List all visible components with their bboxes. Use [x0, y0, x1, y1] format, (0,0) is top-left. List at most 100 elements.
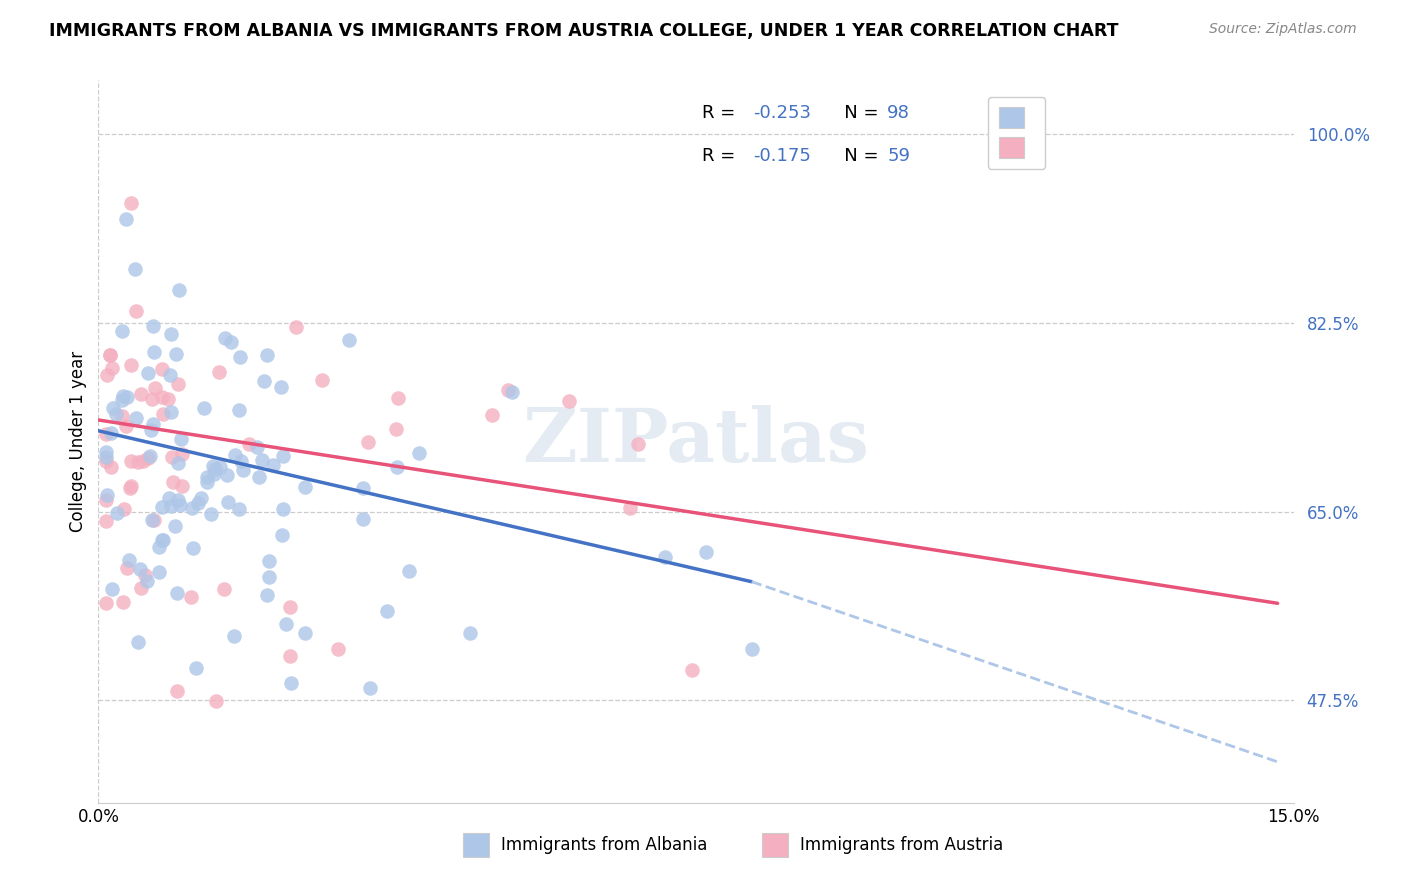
- Point: [385, 459, 408, 474]
- Point: [654, 550, 676, 565]
- Point: [328, 641, 350, 656]
- Point: [231, 454, 253, 468]
- Point: [501, 384, 523, 399]
- Point: [246, 440, 269, 454]
- Point: [150, 500, 173, 515]
- Point: [263, 458, 285, 472]
- Point: [150, 390, 173, 404]
- Point: [152, 408, 174, 422]
- Point: [148, 565, 170, 579]
- Point: [96, 514, 118, 528]
- Text: Immigrants from Albania: Immigrants from Albania: [501, 836, 707, 854]
- Point: [219, 335, 242, 350]
- Point: [96, 445, 118, 459]
- Point: [202, 458, 225, 473]
- Point: [96, 450, 118, 465]
- Point: [166, 377, 188, 392]
- Point: [111, 392, 134, 407]
- Text: 59: 59: [887, 147, 910, 165]
- Point: [352, 481, 374, 495]
- Point: [352, 512, 374, 526]
- Point: [184, 661, 207, 675]
- Point: [695, 545, 717, 559]
- Point: [280, 675, 302, 690]
- Point: [252, 453, 274, 467]
- Point: [294, 625, 316, 640]
- Point: [100, 361, 122, 376]
- Y-axis label: College, Under 1 year: College, Under 1 year: [69, 351, 87, 533]
- Point: [141, 513, 163, 527]
- Point: [143, 513, 166, 527]
- Point: [224, 448, 246, 462]
- Point: [222, 629, 245, 643]
- Point: [181, 501, 204, 516]
- Point: [139, 423, 162, 437]
- Point: [271, 528, 294, 542]
- Point: [112, 389, 135, 403]
- Point: [195, 475, 218, 490]
- Point: [96, 453, 118, 467]
- Point: [190, 491, 212, 506]
- Point: [96, 488, 118, 502]
- Point: [96, 426, 118, 441]
- Point: [112, 595, 135, 609]
- Point: [238, 437, 260, 451]
- FancyBboxPatch shape: [762, 833, 787, 857]
- Point: [208, 365, 231, 379]
- Point: [143, 381, 166, 395]
- Point: [96, 596, 118, 610]
- Text: Source: ZipAtlas.com: Source: ZipAtlas.com: [1209, 22, 1357, 37]
- Point: [136, 366, 159, 380]
- Point: [284, 320, 307, 334]
- Point: [170, 446, 193, 460]
- Point: [167, 283, 190, 297]
- Text: Immigrants from Austria: Immigrants from Austria: [800, 836, 1004, 854]
- Point: [115, 561, 138, 575]
- Point: [228, 502, 250, 516]
- Point: [162, 475, 184, 489]
- Point: [165, 347, 187, 361]
- Point: [339, 333, 361, 347]
- Point: [111, 324, 134, 338]
- Point: [96, 368, 118, 382]
- Point: [212, 582, 235, 596]
- Point: [118, 482, 141, 496]
- Point: [157, 491, 180, 505]
- Point: [115, 212, 138, 227]
- Point: [160, 327, 183, 342]
- Point: [129, 387, 152, 401]
- FancyBboxPatch shape: [463, 833, 489, 857]
- Point: [558, 393, 581, 408]
- Point: [138, 450, 160, 465]
- Point: [187, 496, 209, 510]
- Point: [132, 454, 155, 468]
- Point: [408, 446, 430, 460]
- Point: [160, 499, 183, 513]
- Point: [134, 567, 156, 582]
- Point: [148, 540, 170, 554]
- Point: [232, 463, 254, 477]
- Point: [205, 694, 228, 708]
- Point: [209, 459, 232, 474]
- Text: -0.253: -0.253: [754, 103, 811, 122]
- Point: [105, 506, 128, 520]
- Point: [101, 582, 124, 596]
- Point: [741, 642, 763, 657]
- Point: [278, 599, 301, 614]
- Point: [229, 351, 252, 365]
- Point: [259, 554, 281, 568]
- Point: [157, 392, 180, 406]
- Text: R =: R =: [702, 103, 741, 122]
- Point: [253, 374, 276, 388]
- Point: [271, 449, 294, 463]
- Point: [181, 541, 204, 555]
- Point: [141, 392, 163, 406]
- Point: [100, 460, 122, 475]
- Point: [398, 564, 420, 578]
- Point: [111, 409, 134, 423]
- Point: [152, 533, 174, 547]
- Point: [150, 533, 173, 547]
- Point: [121, 479, 143, 493]
- Point: [166, 585, 188, 599]
- Text: N =: N =: [827, 147, 884, 165]
